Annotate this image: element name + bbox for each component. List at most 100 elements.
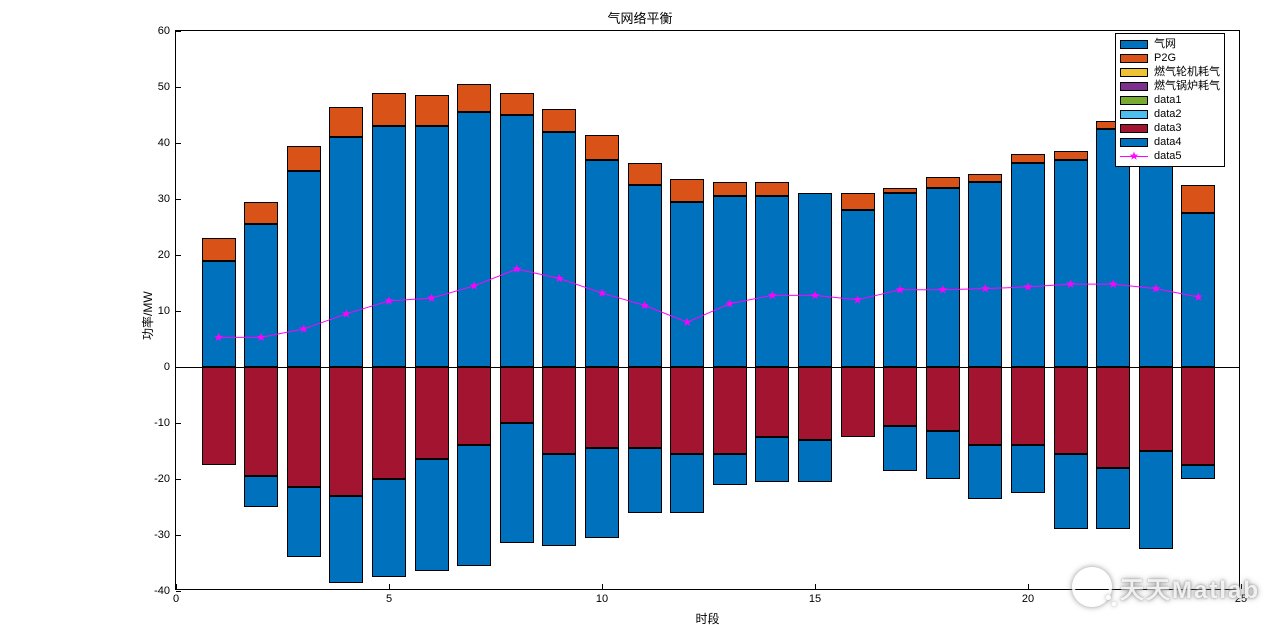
y-tick-label: 20 <box>158 249 170 261</box>
bar-pos-blue <box>542 132 576 367</box>
bar-pos-blue <box>202 261 236 367</box>
bar-neg-red <box>1054 367 1088 454</box>
bar-neg-blue <box>1139 451 1173 549</box>
bar-neg-blue <box>1054 454 1088 530</box>
x-tick-label: 20 <box>1022 593 1034 605</box>
bar-neg-blue <box>329 496 363 583</box>
x-tick <box>1241 584 1242 589</box>
bar-neg-blue <box>457 445 491 565</box>
bar-pos-orange <box>883 188 917 194</box>
bar-neg-blue <box>1181 465 1215 479</box>
y-tick <box>176 479 181 480</box>
x-tick <box>1028 584 1029 589</box>
bar-pos-orange <box>585 135 619 160</box>
x-tick-label: 0 <box>173 593 179 605</box>
x-tick-label: 15 <box>809 593 821 605</box>
y-tick-label: 40 <box>158 137 170 149</box>
bar-neg-blue <box>500 423 534 543</box>
bar-neg-blue <box>1096 468 1130 530</box>
y-tick-label: -20 <box>154 473 170 485</box>
bar-neg-red <box>585 367 619 448</box>
x-tick <box>389 584 390 589</box>
bar-pos-blue <box>415 126 449 367</box>
bar-neg-red <box>883 367 917 426</box>
x-tick <box>602 584 603 589</box>
bar-neg-red <box>1181 367 1215 465</box>
bar-pos-orange <box>500 93 534 115</box>
bar-pos-orange <box>202 238 236 260</box>
bar-pos-orange <box>755 182 789 196</box>
bar-neg-red <box>415 367 449 459</box>
bar-neg-red <box>713 367 747 454</box>
y-tick-label: -10 <box>154 417 170 429</box>
legend-label: data2 <box>1154 107 1182 121</box>
y-tick <box>176 367 181 368</box>
bar-pos-blue <box>287 171 321 367</box>
bar-pos-blue <box>372 126 406 367</box>
bar-pos-orange <box>457 84 491 112</box>
bar-pos-blue <box>585 160 619 367</box>
legend-entry: data4 <box>1120 135 1220 149</box>
bar-neg-blue <box>670 454 704 513</box>
bar-neg-red <box>372 367 406 479</box>
legend-label: 燃气锅炉耗气 <box>1154 79 1220 93</box>
bar-neg-red <box>628 367 662 448</box>
bar-neg-red <box>968 367 1002 445</box>
bar-neg-blue <box>1011 445 1045 493</box>
bar-pos-orange <box>968 174 1002 182</box>
bar-pos-orange <box>372 93 406 127</box>
y-tick <box>176 535 181 536</box>
bar-pos-orange <box>1011 154 1045 162</box>
legend-entry: 燃气锅炉耗气 <box>1120 79 1220 93</box>
bar-pos-blue <box>841 210 875 367</box>
y-tick <box>176 255 181 256</box>
bar-pos-blue <box>968 182 1002 367</box>
legend-swatch <box>1120 68 1148 77</box>
bar-neg-blue <box>542 454 576 546</box>
bar-neg-blue <box>287 487 321 557</box>
legend-entry: 气网 <box>1120 37 1220 51</box>
bar-pos-blue <box>329 137 363 367</box>
bar-neg-blue <box>755 437 789 482</box>
bar-neg-red <box>755 367 789 437</box>
y-tick <box>176 31 181 32</box>
bar-pos-orange <box>287 146 321 171</box>
legend-line-icon <box>1120 151 1148 161</box>
legend-label: 燃气轮机耗气 <box>1154 65 1220 79</box>
bar-neg-red <box>500 367 534 423</box>
y-tick-label: 60 <box>158 25 170 37</box>
legend-swatch <box>1120 40 1148 49</box>
bar-pos-blue <box>883 193 917 367</box>
bar-pos-orange <box>542 109 576 131</box>
bar-neg-red <box>798 367 832 440</box>
bar-pos-orange <box>713 182 747 196</box>
bar-pos-blue <box>1054 160 1088 367</box>
legend-label: P2G <box>1154 51 1176 65</box>
y-tick <box>176 311 181 312</box>
y-tick-label: -30 <box>154 529 170 541</box>
bar-neg-red <box>202 367 236 465</box>
bar-neg-red <box>841 367 875 437</box>
y-tick <box>176 423 181 424</box>
x-axis-label: 时段 <box>696 610 720 625</box>
bar-neg-blue <box>585 448 619 538</box>
bar-neg-red <box>329 367 363 496</box>
bar-pos-blue <box>244 224 278 367</box>
bar-pos-orange <box>415 95 449 126</box>
bar-neg-blue <box>244 476 278 507</box>
legend-entry: 燃气轮机耗气 <box>1120 65 1220 79</box>
bar-pos-blue <box>713 196 747 367</box>
legend-box: 气网P2G燃气轮机耗气燃气锅炉耗气data1data2data3data4dat… <box>1115 33 1225 167</box>
legend-swatch <box>1120 124 1148 133</box>
bar-neg-blue <box>926 431 960 479</box>
x-tick <box>815 584 816 589</box>
chart-title: 气网络平衡 <box>0 8 1280 27</box>
bar-pos-orange <box>926 177 960 188</box>
bar-neg-red <box>244 367 278 476</box>
bar-neg-blue <box>415 459 449 571</box>
bar-neg-red <box>287 367 321 487</box>
bar-neg-red <box>457 367 491 445</box>
legend-swatch <box>1120 110 1148 119</box>
y-tick-label: 10 <box>158 305 170 317</box>
bar-neg-red <box>1011 367 1045 445</box>
